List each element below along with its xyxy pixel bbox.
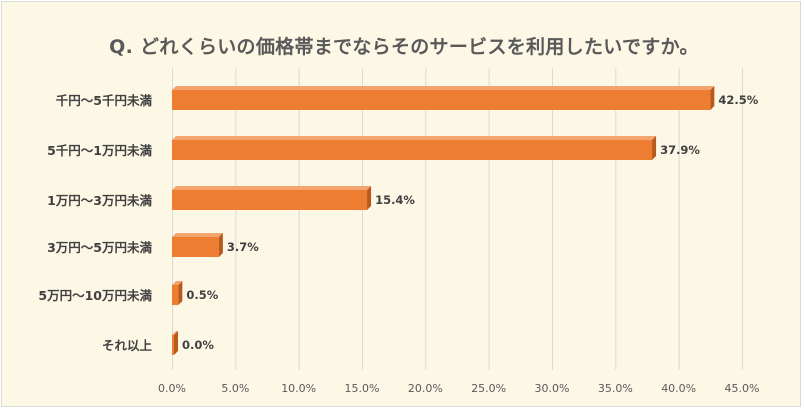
bar-front-face [172,237,219,257]
bar [172,86,715,110]
category-label: 3万円～5万円未満 [47,240,152,255]
bar-side-face [367,186,372,210]
bar-top-face [172,233,223,237]
bar [172,233,223,257]
x-tick-label: 15.0% [345,382,380,395]
bar-top-face [172,281,183,285]
labels: 0.0% 5.0% 10.0% 15.0% 20.0% 25.0% 30.0% 35.0% 40… [38,93,759,395]
x-tick-label: 35.0% [598,382,633,395]
data-label: 37.9% [660,143,700,157]
bars [172,86,715,355]
bar-front-face [172,190,368,210]
data-label: 0.0% [182,338,214,352]
bar-top-face [172,331,178,335]
data-label: 0.5% [186,288,218,302]
bar-front-face [172,140,653,160]
bar-front-face [172,285,179,305]
data-label: 15.4% [375,193,415,207]
bar-side-face [178,281,183,305]
x-tick-label: 25.0% [471,382,506,395]
data-label: 3.7% [227,240,259,254]
category-label: それ以上 [102,338,153,353]
chart-title: Q. どれくらいの価格帯までならそのサービスを利用したいですか。 [109,36,699,58]
x-tick-label: 20.0% [408,382,443,395]
bar-top-face [172,136,657,140]
data-label: 42.5% [718,93,758,107]
x-tick-label: 10.0% [281,382,316,395]
bar-side-face [652,136,657,160]
bar-front-face [172,335,174,355]
bar-top-face [172,86,715,90]
bar-side-face [710,86,715,110]
category-label: 千円～5千円未満 [56,93,153,108]
bar [172,281,183,305]
category-label: 5万円～10万円未満 [38,288,152,303]
x-tick-label: 45.0% [725,382,760,395]
gridlines [172,68,743,370]
bar-front-face [172,90,711,110]
bar [172,331,178,355]
category-label: 1万円～3万円未満 [47,193,152,208]
bar [172,186,372,210]
bar-side-face [218,233,223,257]
x-tick-label: 40.0% [661,382,696,395]
category-label: 5千円～1万円未満 [47,143,152,158]
x-tick-label: 30.0% [535,382,570,395]
bar-side-face [174,331,178,355]
bar [172,136,657,160]
x-tick-label: 5.0% [221,382,249,395]
bar-top-face [172,186,372,190]
x-tick-label: 0.0% [158,382,186,395]
